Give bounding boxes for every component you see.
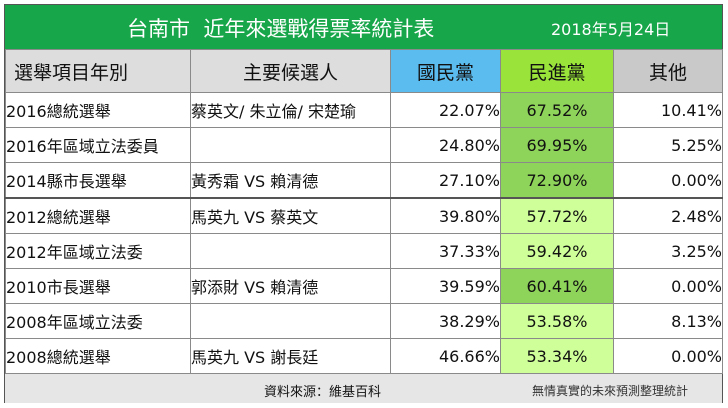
table-row: 2016總統選舉 蔡英文/ 朱立倫/ 宋楚瑜 22.07% 67.52% 10.… bbox=[5, 92, 723, 128]
cell-dpp: 53.58% bbox=[500, 303, 614, 339]
table-row: 2012總統選舉 馬英九 VS 蔡英文 39.80% 57.72% 2.48% bbox=[5, 197, 723, 234]
page-title: 台南市 近年來選戰得票率統計表 bbox=[127, 17, 435, 41]
cell-item: 2016年區域立法委員 bbox=[5, 127, 191, 163]
cell-other: 10.41% bbox=[613, 92, 723, 128]
cell-dpp: 72.90% bbox=[500, 162, 614, 199]
table-row: 2012年區域立法委 37.33% 59.42% 3.25% bbox=[5, 233, 723, 269]
title-bar: 台南市 近年來選戰得票率統計表 2018年5月24日 bbox=[5, 5, 722, 50]
table-footer: 資料來源：維基百科 無情真實的未來預測整理統計 bbox=[5, 373, 722, 403]
table-row: 2008年區域立法委 38.29% 53.58% 8.13% bbox=[5, 303, 723, 339]
cell-kmt: 22.07% bbox=[390, 92, 501, 128]
cell-item: 2010市長選舉 bbox=[5, 268, 191, 304]
cell-item: 2008總統選舉 bbox=[5, 338, 191, 374]
cell-dpp: 59.42% bbox=[500, 233, 614, 269]
cell-candidates: 馬英九 VS 謝長廷 bbox=[190, 338, 391, 374]
cell-item: 2012總統選舉 bbox=[5, 197, 191, 234]
cell-item: 2016總統選舉 bbox=[5, 92, 191, 128]
cell-item: 2008年區域立法委 bbox=[5, 303, 191, 339]
cell-dpp: 60.41% bbox=[500, 268, 614, 304]
cell-dpp: 69.95% bbox=[500, 127, 614, 163]
cell-kmt: 39.80% bbox=[390, 197, 501, 234]
header-other: 其他 bbox=[613, 49, 723, 93]
cell-kmt: 27.10% bbox=[390, 162, 501, 199]
cell-other: 2.48% bbox=[613, 197, 723, 234]
title-date: 2018年5月24日 bbox=[551, 20, 671, 39]
vote-share-table: 選舉項目年別 主要候選人 國民黨 民進黨 其他 2016總統選舉 蔡英文/ 朱立… bbox=[5, 49, 723, 374]
table-row: 2008總統選舉 馬英九 VS 謝長廷 46.66% 53.34% 0.00% bbox=[5, 338, 723, 374]
cell-kmt: 38.29% bbox=[390, 303, 501, 339]
cell-candidates: 黃秀霜 VS 賴清德 bbox=[190, 162, 391, 199]
cell-kmt: 46.66% bbox=[390, 338, 501, 374]
cell-item: 2012年區域立法委 bbox=[5, 233, 191, 269]
table-row: 2014縣市長選舉 黃秀霜 VS 賴清德 27.10% 72.90% 0.00% bbox=[5, 162, 723, 199]
cell-other: 8.13% bbox=[613, 303, 723, 339]
cell-candidates bbox=[190, 127, 391, 163]
cell-other: 5.25% bbox=[613, 127, 723, 163]
cell-candidates bbox=[190, 233, 391, 269]
cell-kmt: 39.59% bbox=[390, 268, 501, 304]
cell-dpp: 67.52% bbox=[500, 92, 614, 128]
table-row: 2016年區域立法委員 24.80% 69.95% 5.25% bbox=[5, 127, 723, 163]
header-kmt: 國民黨 bbox=[390, 49, 501, 93]
cell-dpp: 57.72% bbox=[500, 197, 614, 234]
cell-other: 0.00% bbox=[613, 338, 723, 374]
cell-candidates bbox=[190, 303, 391, 339]
table-header-row: 選舉項目年別 主要候選人 國民黨 民進黨 其他 bbox=[5, 49, 723, 93]
cell-dpp: 53.34% bbox=[500, 338, 614, 374]
header-item: 選舉項目年別 bbox=[5, 49, 191, 93]
cell-candidates: 郭添財 VS 賴清德 bbox=[190, 268, 391, 304]
cell-kmt: 37.33% bbox=[390, 233, 501, 269]
header-dpp: 民進黨 bbox=[500, 49, 614, 93]
author-note: 無情真實的未來預測整理統計 bbox=[532, 384, 689, 398]
cell-candidates: 馬英九 VS 蔡英文 bbox=[190, 197, 391, 234]
source-note: 資料來源：維基百科 bbox=[264, 385, 382, 400]
stats-table-frame: 台南市 近年來選戰得票率統計表 2018年5月24日 選舉項目年別 主要候選人 … bbox=[4, 4, 723, 403]
cell-item: 2014縣市長選舉 bbox=[5, 162, 191, 199]
header-candidates: 主要候選人 bbox=[190, 49, 391, 93]
cell-kmt: 24.80% bbox=[390, 127, 501, 163]
table-row: 2010市長選舉 郭添財 VS 賴清德 39.59% 60.41% 0.00% bbox=[5, 268, 723, 304]
cell-other: 0.00% bbox=[613, 268, 723, 304]
cell-other: 3.25% bbox=[613, 233, 723, 269]
cell-other: 0.00% bbox=[613, 162, 723, 199]
cell-candidates: 蔡英文/ 朱立倫/ 宋楚瑜 bbox=[190, 92, 391, 128]
